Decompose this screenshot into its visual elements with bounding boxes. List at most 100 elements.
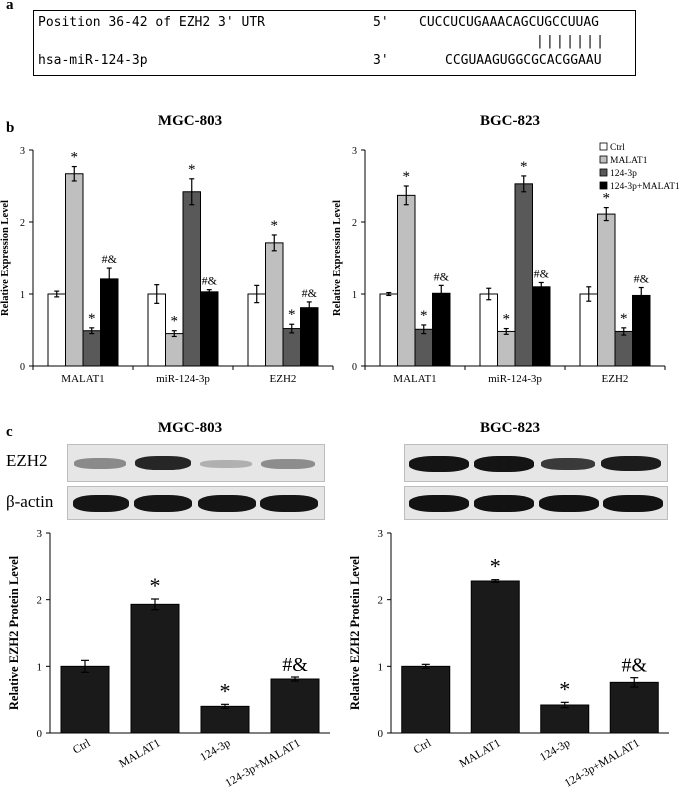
chart-b-right-legend-swatch [599, 155, 608, 164]
chart-b-left-bar [182, 191, 201, 367]
western-blot-ezh2-mgc803 [67, 444, 325, 482]
chart-b-right-x-tick-label: MALAT1 [393, 373, 436, 385]
chart-b-right-significance-mark: * [403, 169, 411, 185]
chart-b-right-bar [432, 292, 451, 367]
utr-position-label: Position 36-42 of EZH2 3' UTR [38, 15, 265, 30]
chart-b-right-bar [479, 293, 498, 367]
chart-c-right-bar [540, 704, 590, 734]
blot-band [198, 495, 256, 512]
chart-c-left-y-tick-label: 2 [37, 595, 43, 607]
chart-b-right-bar [414, 328, 433, 367]
chart-b-left-y-tick-label: 0 [20, 362, 25, 373]
blot-label-ezh2: EZH2 [6, 451, 48, 470]
chart-c-left-x-tick-label: 124-3p+MALAT1 [223, 737, 302, 787]
panel-b-letter: b [6, 120, 15, 136]
chart-b-right-x-tick-label: miR-124-3p [488, 373, 542, 385]
chart-b-left-significance-mark: #& [202, 274, 218, 288]
chart-b-left-significance-mark: * [188, 162, 196, 178]
chart-c-right-title: BGC-823 [480, 420, 540, 436]
blot-band [539, 495, 599, 512]
chart-c-right-x-tick-label: 124-3p [538, 737, 572, 764]
blot-band [135, 456, 191, 470]
chart-b-right-bar [379, 293, 398, 367]
chart-b-left-title: MGC-803 [157, 113, 223, 129]
chart-c-right-significance-mark: * [490, 554, 501, 579]
blot-band [409, 495, 469, 512]
chart-c-left-y-axis-label: Relative EZH2 Protein Level [7, 555, 21, 710]
chart-b-left-bar [47, 293, 66, 367]
chart-b-right-significance-mark: #& [534, 266, 550, 280]
utr-sequence: CUCCUCUGAAACAGCUGCCUUAG [419, 15, 600, 30]
chart-c-left-significance-mark: #& [282, 654, 308, 676]
chart-b-right-y-tick-label: 1 [352, 290, 357, 301]
chart-b-left-y-tick-label: 3 [20, 146, 25, 157]
blot-band [73, 495, 129, 512]
chart-c-right-y-tick-label: 0 [378, 728, 384, 740]
western-blot-ezh2-bgc823 [404, 444, 668, 482]
chart-c-right-bar [401, 665, 451, 734]
chart-b-left-significance-mark: * [288, 307, 296, 323]
chart-c-right-x-tick-label: MALAT1 [457, 737, 502, 770]
chart-c-left-x-tick-label: 124-3p [198, 737, 232, 764]
chart-b-right-x-tick-label: EZH2 [602, 373, 629, 385]
chart-b-right-bar [532, 286, 551, 367]
chart-b-right-significance-mark: * [420, 308, 428, 324]
chart-c-right-x-tick-label: 124-3p+MALAT1 [563, 737, 642, 787]
chart-b-left-bar [282, 328, 301, 367]
chart-b-right-legend-label: MALAT1 [610, 156, 648, 166]
panel-a-letter: a [6, 0, 14, 13]
chart-b-left-bar [200, 291, 219, 367]
chart-b-right-bar [632, 294, 651, 367]
blot-band [603, 495, 663, 512]
chart-b-right-legend-label: 124-3p [610, 169, 637, 179]
chart-c-right-x-tick-label: Ctrl [412, 737, 433, 756]
chart-b-right-legend-swatch [599, 142, 608, 151]
chart-b-right-significance-mark: * [503, 312, 511, 328]
western-blot-actin-bgc823 [404, 486, 668, 520]
utr-five-prime: 5' [373, 15, 389, 30]
chart-c-left-x-tick-label: Ctrl [71, 737, 92, 756]
chart-b-left-bar [100, 278, 119, 367]
chart-b-left-significance-mark: #& [102, 252, 118, 266]
chart-c-left-title: MGC-803 [157, 420, 223, 436]
chart-c-right-y-tick-label: 1 [378, 661, 384, 673]
chart-b-right-legend-swatch [599, 181, 608, 190]
blot-band [474, 495, 534, 512]
chart-c-right-y-tick-label: 2 [378, 595, 384, 607]
chart-b-left-y-tick-label: 1 [20, 290, 25, 301]
chart-b-right-y-tick-label: 3 [352, 146, 357, 157]
chart-c-left-bar [60, 665, 110, 734]
chart-b-right-y-tick-label: 0 [352, 362, 357, 373]
chart-c-right-y-tick-label: 3 [378, 528, 384, 540]
blot-band [74, 458, 126, 469]
chart-c-left-bar [270, 678, 320, 734]
chart-c-right-bar [609, 681, 659, 734]
chart-c-left-y-tick-label: 3 [37, 528, 43, 540]
chart-c-left-x-tick-label: MALAT1 [117, 737, 162, 770]
chart-b-left-bar [265, 242, 284, 367]
chart-c-left-bar [200, 705, 250, 734]
chart-b-left-bar [82, 330, 101, 367]
chart-b-right-bar [579, 293, 598, 367]
chart-b-left-significance-mark: * [171, 314, 179, 330]
chart-b-left-x-tick-label: miR-124-3p [156, 373, 210, 385]
chart-c-left-significance-mark: * [220, 678, 231, 703]
blot-band [261, 459, 315, 469]
chart-b-left-significance-mark: * [71, 150, 79, 166]
chart-b-right-bar [597, 213, 616, 367]
chart-b-right-significance-mark: #& [434, 269, 450, 283]
blot-band [474, 456, 534, 472]
chart-b-right-legend-swatch [599, 168, 608, 177]
chart-b-left-significance-mark: * [88, 311, 96, 327]
blot-band [260, 495, 318, 512]
chart-b-left-y-tick-label: 2 [20, 218, 25, 229]
chart-b-left-bar [247, 293, 266, 367]
blot-band [200, 460, 252, 468]
chart-b-left-bar [165, 333, 184, 367]
chart-b-right-significance-mark: * [603, 191, 611, 207]
chart-b-right-significance-mark: * [520, 159, 528, 175]
chart-b-right-bar [497, 330, 516, 367]
chart-c-right-y-axis-label: Relative EZH2 Protein Level [348, 555, 362, 710]
chart-b-right-y-tick-label: 2 [352, 218, 357, 229]
